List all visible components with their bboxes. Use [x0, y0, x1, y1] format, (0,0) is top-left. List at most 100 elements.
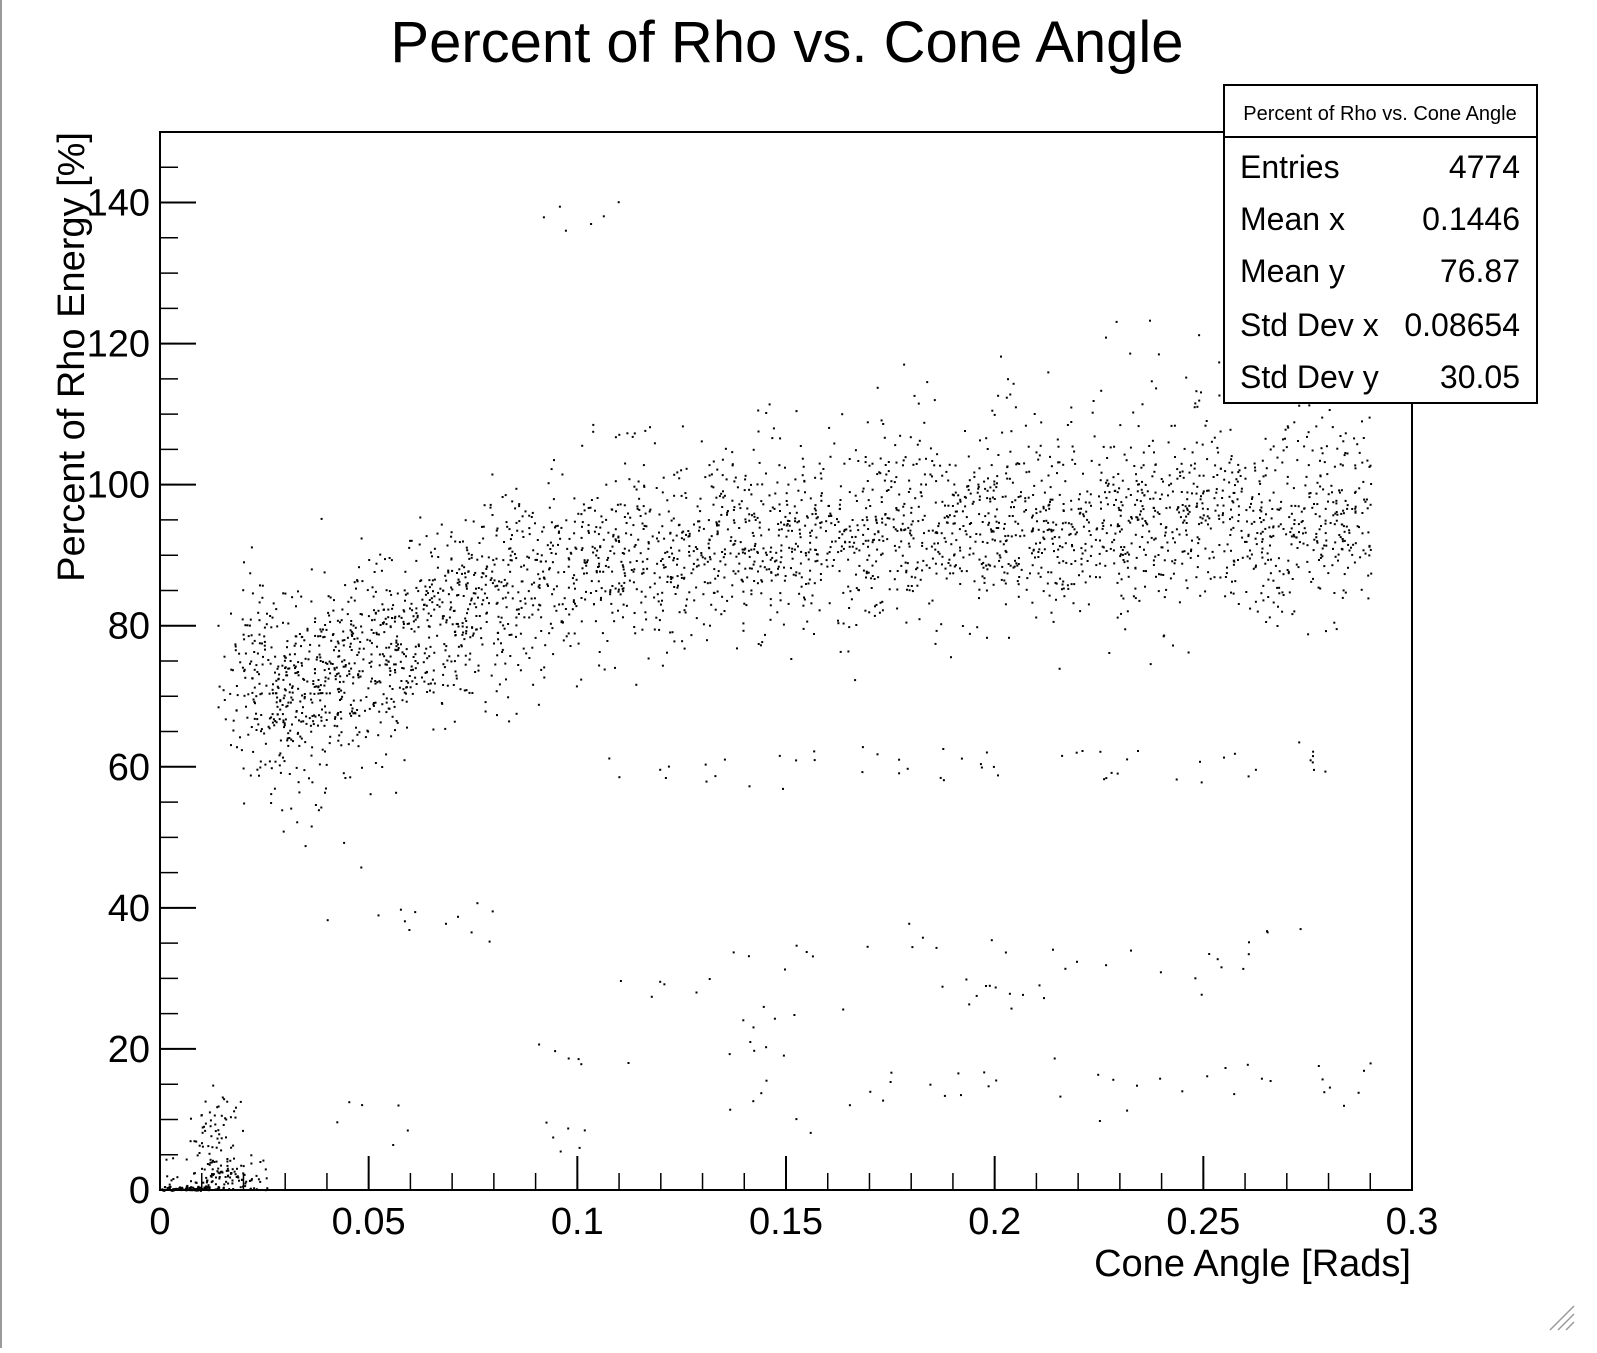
scatter-point [1332, 547, 1334, 550]
scatter-point [446, 684, 449, 687]
scatter-point [381, 653, 384, 656]
scatter-point [1012, 382, 1015, 385]
scatter-point [721, 506, 724, 508]
scatter-point [1062, 503, 1065, 505]
scatter-point [1187, 651, 1190, 654]
scatter-point [855, 500, 858, 502]
scatter-point [558, 603, 561, 606]
scatter-point [548, 567, 551, 570]
scatter-point [490, 674, 493, 677]
scatter-point [206, 1163, 209, 1165]
scatter-point [185, 1187, 187, 1190]
scatter-point [486, 596, 489, 599]
scatter-point [972, 552, 975, 555]
scatter-point [1073, 549, 1075, 552]
scatter-point [1043, 997, 1045, 1000]
scatter-point [1091, 411, 1094, 414]
scatter-point [983, 480, 986, 483]
scatter-point [231, 669, 234, 672]
scatter-point [405, 680, 408, 683]
scatter-point [631, 435, 634, 438]
scatter-point [538, 586, 541, 589]
scatter-point [1138, 483, 1140, 486]
scatter-point [430, 597, 433, 600]
scatter-point [212, 1159, 214, 1162]
scatter-point [337, 672, 340, 675]
scatter-point [235, 685, 238, 687]
scatter-point [268, 727, 271, 730]
scatter-point [1159, 1077, 1162, 1080]
scatter-point [1244, 477, 1247, 480]
scatter-point [837, 520, 840, 523]
scatter-point [1172, 572, 1175, 575]
scatter-point [837, 622, 840, 625]
scatter-point [247, 693, 250, 696]
scatter-point [1164, 534, 1166, 537]
scatter-point [646, 558, 649, 561]
scatter-point [744, 521, 747, 524]
scatter-point [677, 584, 679, 587]
scatter-point [1272, 445, 1275, 448]
scatter-point [1317, 586, 1320, 589]
scatter-point [517, 664, 520, 666]
scatter-point [811, 594, 814, 597]
scatter-point [289, 660, 292, 662]
scatter-point [1035, 616, 1038, 619]
scatter-point [1333, 621, 1336, 624]
scatter-point [1318, 559, 1320, 561]
scatter-point [348, 673, 351, 676]
scatter-point [1196, 502, 1199, 505]
scatter-point [431, 678, 434, 681]
scatter-point [1171, 531, 1174, 534]
scatter-point [353, 581, 356, 584]
scatter-point [1057, 445, 1060, 448]
scatter-point [740, 578, 743, 581]
scatter-point [356, 654, 359, 656]
scatter-point [952, 494, 955, 497]
scatter-point [1350, 546, 1352, 549]
scatter-point [1358, 487, 1361, 490]
scatter-point [244, 676, 247, 679]
resize-grip[interactable] [1549, 1305, 1575, 1331]
scatter-point [326, 662, 329, 665]
scatter-point [1069, 532, 1072, 535]
scatter-point [802, 604, 805, 607]
scatter-point [1042, 536, 1045, 539]
scatter-point [984, 515, 987, 518]
scatter-point [1061, 588, 1063, 591]
scatter-point [1236, 498, 1239, 501]
scatter-point [352, 682, 355, 685]
scatter-point [917, 520, 920, 523]
scatter-point [1306, 560, 1309, 563]
scatter-point [777, 534, 780, 537]
scatter-point [692, 568, 695, 571]
scatter-point [632, 581, 635, 584]
scatter-point [1321, 547, 1324, 550]
scatter-point [574, 546, 577, 549]
scatter-point [743, 602, 746, 605]
scatter-point [362, 658, 365, 661]
scatter-point [1126, 551, 1129, 554]
scatter-point [256, 768, 259, 771]
scatter-point [1126, 560, 1129, 563]
scatter-point [729, 1108, 732, 1111]
scatter-point [1234, 580, 1237, 583]
scatter-point [196, 1188, 199, 1191]
scatter-point [270, 793, 273, 796]
scatter-point [1293, 523, 1296, 525]
scatter-point [453, 631, 456, 633]
scatter-point [984, 487, 987, 490]
scatter-point [676, 558, 679, 560]
scatter-point [278, 718, 281, 721]
scatter-point [578, 1146, 581, 1149]
scatter-point [340, 731, 343, 734]
scatter-point [820, 477, 823, 480]
scatter-point [793, 1014, 796, 1016]
scatter-point [271, 688, 274, 691]
scatter-point [632, 570, 635, 573]
scatter-point [800, 550, 803, 553]
scatter-point [460, 645, 463, 648]
scatter-point [723, 576, 726, 579]
scatter-point [592, 430, 595, 433]
scatter-point [275, 679, 278, 682]
